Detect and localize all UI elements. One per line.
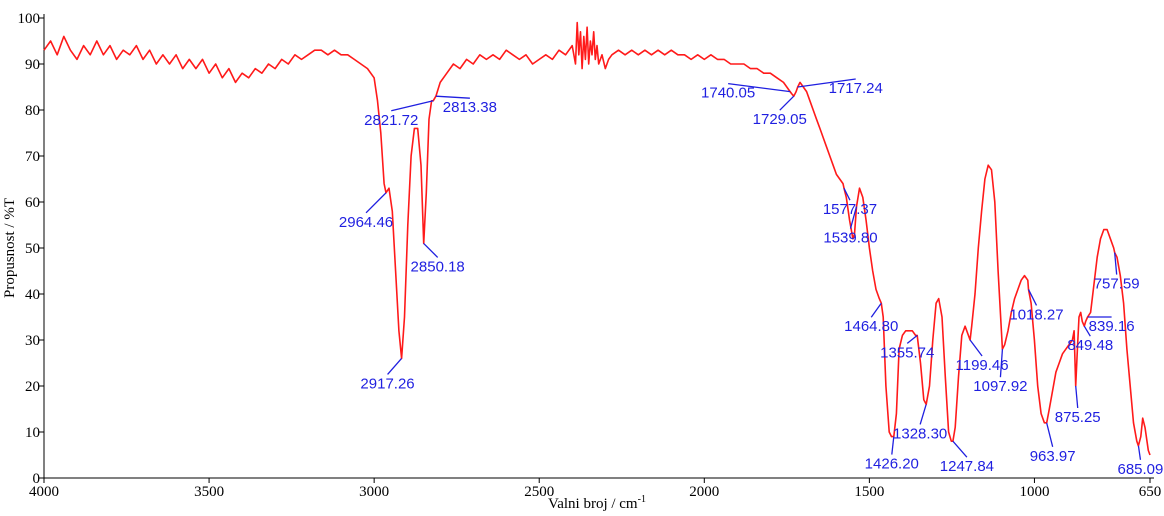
y-tick-label: 90 bbox=[25, 57, 40, 73]
peak-leader-line bbox=[779, 95, 795, 111]
spectrum-line bbox=[43, 21, 1151, 456]
peak-leader-line bbox=[387, 357, 403, 375]
peak-leader-line bbox=[1046, 422, 1054, 447]
x-tick-label: 1000 bbox=[1019, 484, 1049, 500]
x-axis-title-text: Valni broj / cm bbox=[548, 496, 638, 512]
x-tick-label: 3000 bbox=[359, 484, 389, 500]
peak-label: 875.25 bbox=[1055, 409, 1101, 426]
y-tick-label: 30 bbox=[25, 333, 40, 349]
peak-label: 1355.74 bbox=[880, 344, 934, 361]
peak-leader-line bbox=[1137, 445, 1142, 460]
peak-leader-line bbox=[365, 192, 387, 214]
y-tick-label: 0 bbox=[33, 471, 41, 487]
peak-label: 2850.18 bbox=[411, 258, 465, 275]
peak-leader-line bbox=[423, 242, 439, 258]
x-tick-label: 650 bbox=[1139, 484, 1162, 500]
peak-annotations: 2964.46 2917.26 2850.18 2821.72 2813.38 1740.… bbox=[339, 78, 1163, 478]
peak-label: 1328.30 bbox=[893, 425, 947, 442]
peak-label: 2964.46 bbox=[339, 214, 393, 231]
peak-label: 1577.37 bbox=[823, 201, 877, 218]
peak-leader-line bbox=[870, 302, 882, 318]
peak-leader-line bbox=[797, 78, 856, 88]
y-tick-label: 50 bbox=[25, 241, 40, 257]
peak-label: 685.09 bbox=[1117, 461, 1163, 478]
y-tick-label: 100 bbox=[18, 11, 41, 27]
y-tick-label: 40 bbox=[25, 287, 40, 303]
y-axis-ticks: 0 10 20 30 40 50 60 70 80 90 100 bbox=[18, 11, 44, 487]
x-tick-label: 2500 bbox=[524, 484, 554, 500]
y-axis-title: Propusnost / %T bbox=[2, 198, 18, 298]
peak-label: 1018.27 bbox=[1009, 306, 1063, 323]
peak-leader-line bbox=[1027, 289, 1038, 306]
peak-leader-line bbox=[919, 404, 927, 425]
x-axis-ticks: 4000 3500 3000 2500 2000 1500 1000 650 bbox=[29, 478, 1161, 500]
y-tick-label: 10 bbox=[25, 425, 40, 441]
peak-leader-line bbox=[952, 440, 968, 458]
peak-label: 1199.46 bbox=[956, 357, 1009, 374]
peak-label: 1097.92 bbox=[973, 378, 1027, 395]
peak-label: 2917.26 bbox=[360, 375, 414, 392]
peak-label: 1247.84 bbox=[940, 458, 994, 475]
peak-label: 2821.72 bbox=[364, 112, 418, 129]
peak-label: 839.16 bbox=[1089, 318, 1135, 335]
peak-leader-line bbox=[891, 436, 895, 455]
peak-label: 1717.24 bbox=[829, 80, 883, 97]
peak-leader-line bbox=[969, 339, 983, 357]
axes bbox=[43, 14, 1154, 479]
y-tick-label: 70 bbox=[25, 149, 40, 165]
y-tick-label: 20 bbox=[25, 379, 40, 395]
peak-leader-line bbox=[999, 349, 1004, 378]
peak-leader-line bbox=[391, 100, 434, 112]
peak-leader-line bbox=[906, 334, 918, 344]
peak-leader-line bbox=[728, 82, 791, 93]
peak-leader-line bbox=[1083, 325, 1091, 337]
peak-leader-line bbox=[849, 206, 858, 229]
x-tick-label: 2000 bbox=[689, 484, 719, 500]
peak-leader-line bbox=[435, 95, 470, 99]
peak-label: 1740.05 bbox=[701, 85, 755, 102]
x-tick-label: 3500 bbox=[194, 484, 224, 500]
x-axis-title: Valni broj / cm-1 bbox=[548, 494, 646, 512]
peak-label: 1539.80 bbox=[823, 230, 877, 247]
peak-label: 963.97 bbox=[1030, 448, 1076, 465]
y-tick-label: 80 bbox=[25, 103, 40, 119]
peak-label: 2813.38 bbox=[443, 99, 497, 116]
y-tick-label: 60 bbox=[25, 195, 40, 211]
x-tick-label: 4000 bbox=[29, 484, 59, 500]
peak-label: 757.59 bbox=[1094, 276, 1140, 293]
peak-label: 849.48 bbox=[1067, 337, 1113, 354]
peak-leader-line bbox=[1075, 385, 1079, 409]
peak-label: 1426.20 bbox=[865, 456, 919, 473]
peak-leader-line bbox=[1114, 252, 1118, 275]
peak-leader-line bbox=[843, 187, 851, 201]
peak-label: 1729.05 bbox=[753, 111, 807, 128]
x-tick-label: 1500 bbox=[854, 484, 884, 500]
x-axis-title-superscript: -1 bbox=[638, 494, 646, 505]
peak-label: 1464.80 bbox=[844, 318, 898, 335]
